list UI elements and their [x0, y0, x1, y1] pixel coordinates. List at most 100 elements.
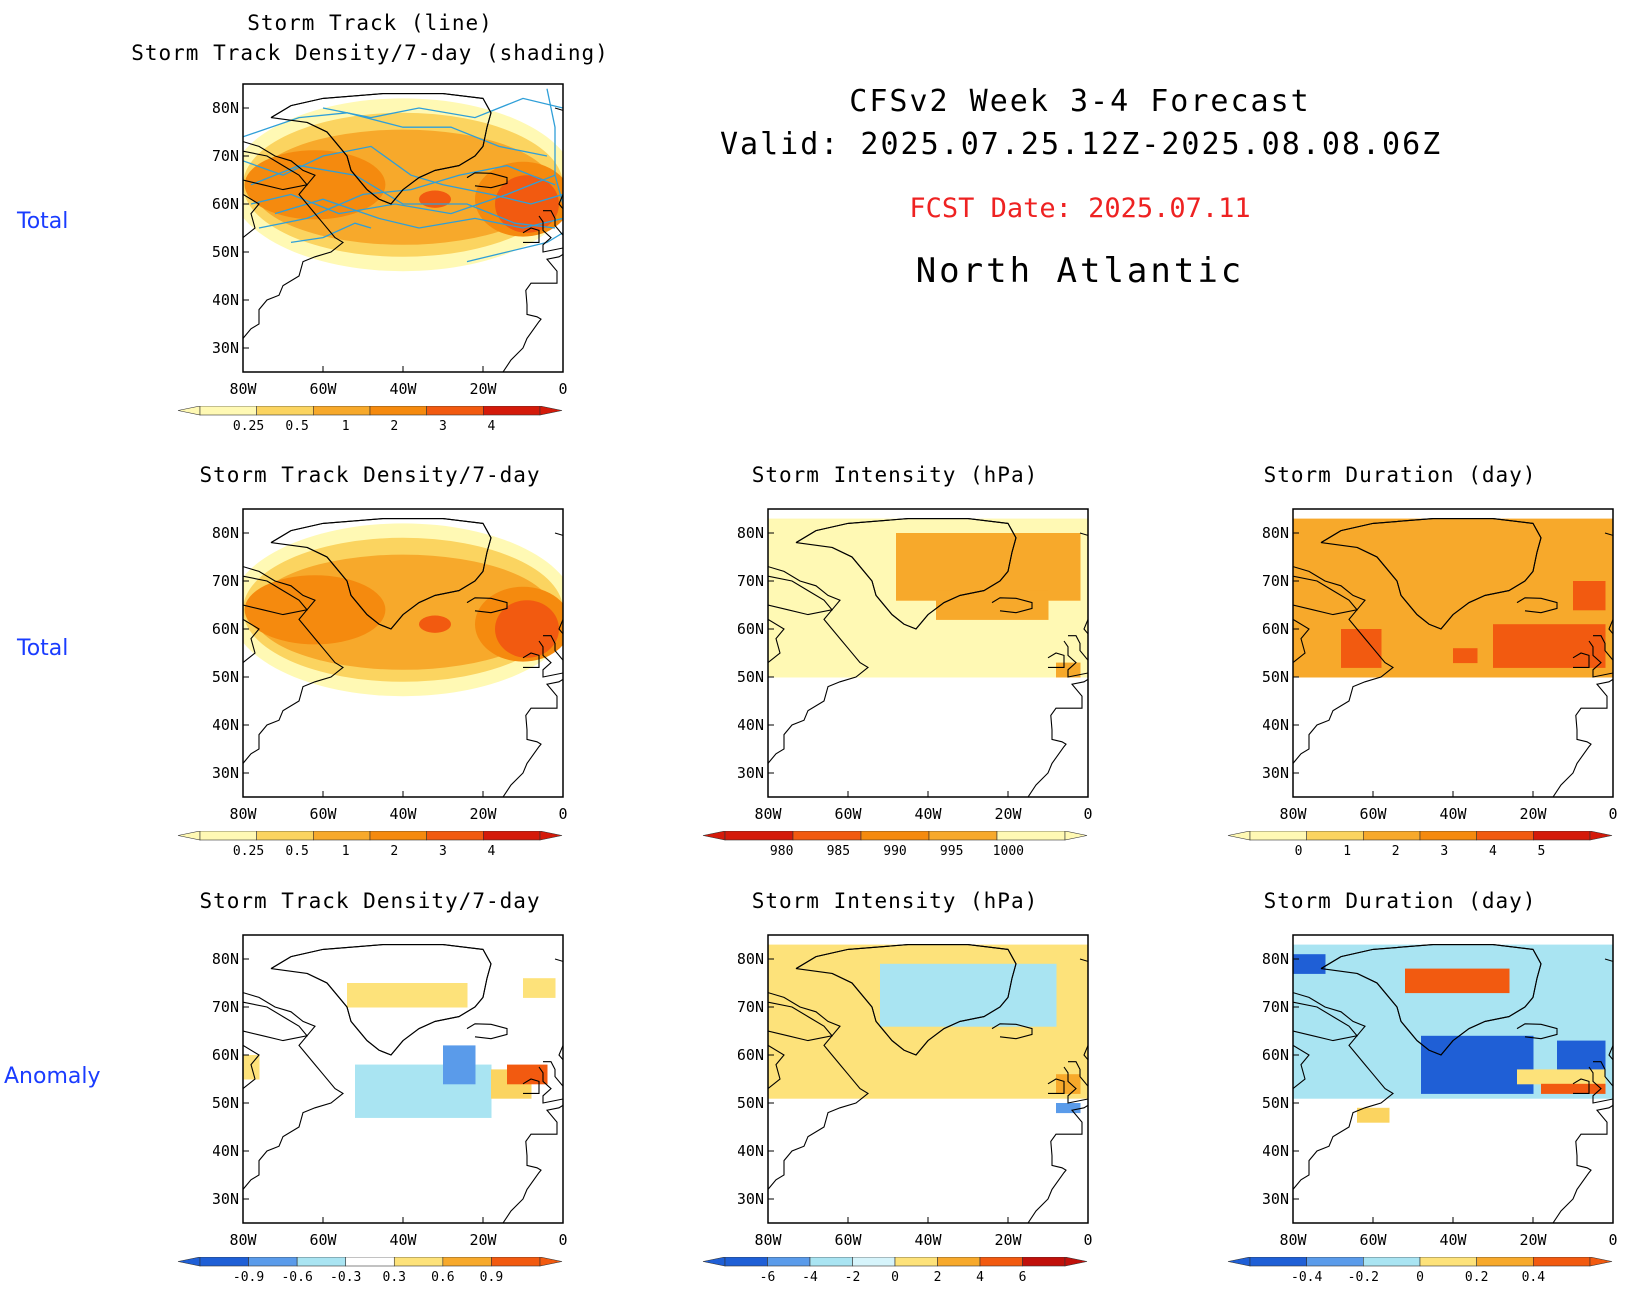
- colorbar-segment: [860, 830, 930, 841]
- coastline: [768, 566, 869, 764]
- coastline: [1608, 619, 1613, 635]
- lon-label: 60W: [309, 380, 337, 398]
- colorbar-label: 4: [488, 419, 496, 434]
- colorbar-arrow-left: [1227, 830, 1251, 841]
- colorbar-segment: [1306, 830, 1364, 841]
- map-intensity-anomaly: 80N 70N 60N 50N 40N 30N 80W 60W 40W 20W 0: [737, 927, 1108, 1261]
- lat-label: 50N: [1263, 668, 1289, 686]
- lon-label: 40W: [914, 1231, 942, 1249]
- colorbar-segment: [256, 830, 314, 841]
- colorbar-label: 0: [1416, 1270, 1424, 1285]
- shade-max-e: [495, 600, 559, 658]
- coastline: [502, 678, 563, 797]
- coastline: [1293, 575, 1359, 616]
- colorbar-label: 5: [1538, 844, 1546, 859]
- lat-label: 60N: [213, 620, 239, 638]
- lat-label: 40N: [1263, 1142, 1289, 1160]
- map-svg: 80N 70N 60N 50N 40N 30N 80W 60W 40W 20W 0: [737, 934, 1093, 1249]
- panel-density-anomaly: Storm Track Density/7-day 80N 70N 60N 50N 40…: [120, 882, 620, 1285]
- colorbar-segment: [852, 1256, 896, 1267]
- colorbar-label: 3: [1440, 844, 1448, 859]
- shade-cell: [1341, 629, 1382, 668]
- colorbar-density: 0.25 0.5 1 2 3 4: [170, 405, 570, 438]
- colorbar-label: 0.5: [285, 844, 308, 859]
- storm-track-line: [250, 174, 556, 215]
- lon-label: 80W: [1279, 1231, 1307, 1249]
- coastline: [768, 1001, 834, 1042]
- lat-label: 80N: [213, 950, 239, 968]
- coastline: [558, 1045, 563, 1061]
- lon-label: 80W: [754, 805, 782, 823]
- colorbar-segment: [1419, 1256, 1477, 1267]
- colorbar-segment: [393, 1256, 444, 1267]
- storm-track-line: [274, 198, 563, 229]
- colorbar-duration-anomaly: -0.4 -0.2 0 0.2 0.4: [1220, 1256, 1620, 1289]
- colorbar-label: 1: [1343, 844, 1351, 859]
- coastline: [522, 1078, 540, 1094]
- coastline: [1572, 652, 1590, 668]
- colorbar-svg: 0 1 2 3 4 5: [1227, 830, 1613, 859]
- colorbar-segment: [313, 405, 371, 416]
- coastline: [991, 597, 1033, 614]
- lon-label: 0: [1608, 1231, 1617, 1249]
- lon-label: 40W: [389, 380, 417, 398]
- colorbar-label: 3: [439, 419, 447, 434]
- shade-cell: [507, 1064, 548, 1085]
- storm-track-line: [250, 164, 556, 229]
- colorbar-segment: [1533, 830, 1591, 841]
- map-svg: 80N 70N 60N 50N 40N 30N 80W 60W 40W 20W 0: [1262, 508, 1618, 823]
- lat-label: 70N: [213, 147, 239, 165]
- lat-label: 30N: [738, 764, 764, 782]
- lat-label: 70N: [1263, 998, 1289, 1016]
- colorbar-segment: [1476, 830, 1534, 841]
- coastline: [1293, 992, 1394, 1190]
- colorbar-label: 3: [439, 844, 447, 859]
- colorbar-arrow-left: [702, 830, 726, 841]
- coastline: [466, 597, 508, 614]
- colorbar-svg: 0.25 0.5 1 2 3 4: [177, 830, 563, 859]
- lat-label: 60N: [738, 1046, 764, 1064]
- colorbar-label: 4: [976, 1270, 984, 1285]
- map-density-anomaly: 80N 70N 60N 50N 40N 30N 80W 60W 40W 20W 0: [212, 927, 583, 1261]
- map-duration-anomaly: 80N 70N 60N 50N 40N 30N 80W 60W 40W 20W 0: [1262, 927, 1633, 1261]
- row-label-total-1: Total: [17, 209, 69, 234]
- coastline: [1079, 532, 1088, 536]
- coastline: [1063, 635, 1088, 678]
- map-svg: 80N 70N 60N 50N 40N 30N 80W 60W 40W 20W 0: [212, 934, 568, 1249]
- colorbar-label: 4: [488, 844, 496, 859]
- colorbar-label: 0.4: [1522, 1270, 1546, 1285]
- lon-label: 20W: [469, 805, 497, 823]
- colorbar-segment: [724, 830, 794, 841]
- coastline: [1063, 1061, 1088, 1104]
- lat-label: 80N: [1263, 950, 1289, 968]
- lon-label: 80W: [754, 1231, 782, 1249]
- lon-label: 60W: [309, 1231, 337, 1249]
- lat-label: 30N: [1263, 764, 1289, 782]
- coastline: [558, 619, 563, 635]
- lon-label: 60W: [1359, 1231, 1387, 1249]
- colorbar-segment: [724, 1256, 768, 1267]
- colorbar-arrow-right: [539, 1256, 563, 1267]
- lat-label: 80N: [213, 99, 239, 117]
- lon-label: 80W: [229, 380, 257, 398]
- colorbar-segment: [256, 405, 314, 416]
- lon-label: 0: [1608, 805, 1617, 823]
- colorbar-label: 2: [1392, 844, 1400, 859]
- panel-title-line2: Storm Track Density/7-day (shading): [131, 41, 609, 65]
- colorbar-duration: 0 1 2 3 4 5: [1220, 830, 1620, 863]
- colorbar-segment: [199, 830, 257, 841]
- colorbar-label: 0.25: [233, 844, 264, 859]
- coastline: [1293, 618, 1310, 664]
- map-duration-total: 80N 70N 60N 50N 40N 30N 80W 60W 40W 20W 0: [1262, 501, 1633, 835]
- colorbar-segment: [426, 830, 484, 841]
- panel-title: Storm Duration (day): [1263, 463, 1537, 487]
- lon-label: 0: [558, 1231, 567, 1249]
- colorbar-segment: [199, 405, 257, 416]
- colorbar-segment: [1249, 830, 1307, 841]
- lon-label: 60W: [834, 1231, 862, 1249]
- lon-label: 60W: [834, 805, 862, 823]
- coastline: [538, 1061, 563, 1104]
- colorbar-label: 990: [883, 844, 906, 859]
- colorbar-label: 995: [940, 844, 963, 859]
- colorbar-svg: -0.9 -0.6 -0.3 0.3 0.6 0.9: [177, 1256, 563, 1285]
